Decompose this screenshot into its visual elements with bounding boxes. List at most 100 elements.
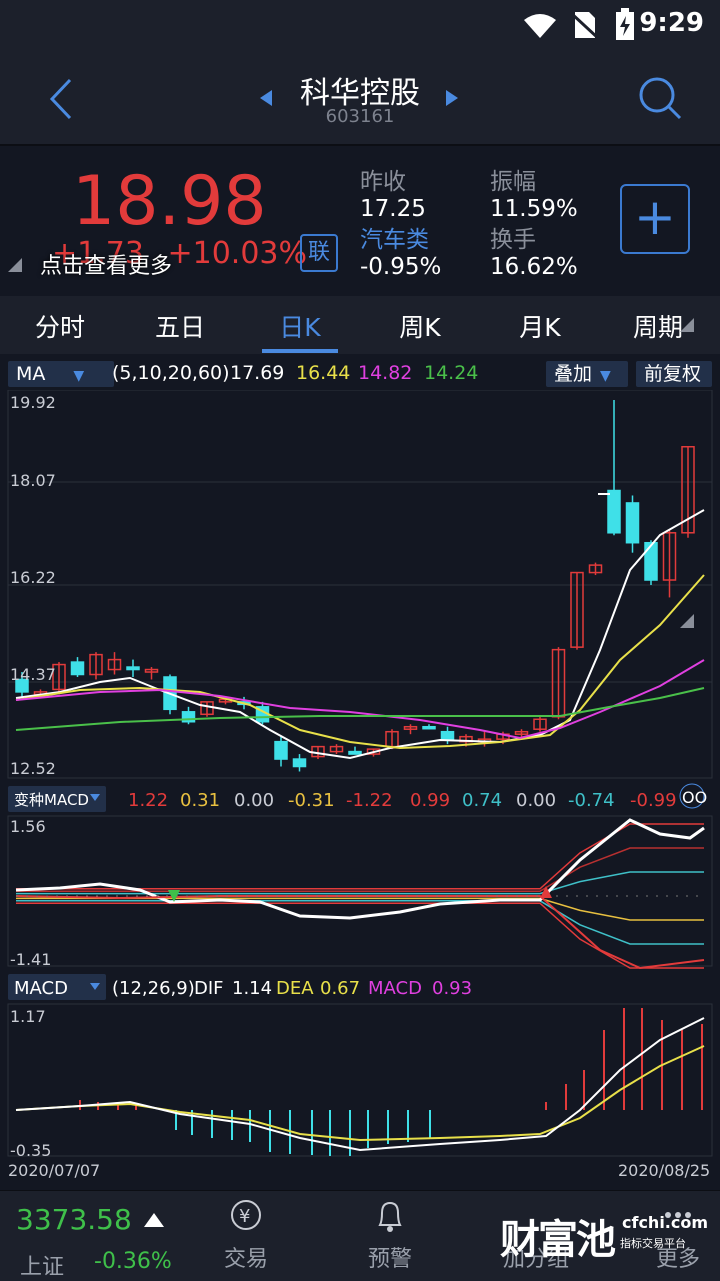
bottom-bar: 3373.58 上证 -0.36% ¥ 交易 预警 加分组 更多 财富池 cfc…	[0, 1190, 720, 1281]
search-icon[interactable]	[636, 74, 684, 122]
overlay-label: 叠加	[554, 363, 593, 385]
period-dropdown-icon[interactable]	[680, 614, 694, 628]
index-value[interactable]: 3373.58	[16, 1203, 132, 1236]
dropdown-icon	[90, 983, 100, 990]
kline-axis-min: 12.52	[10, 759, 56, 778]
stat-label: 振幅	[490, 169, 536, 195]
nav-alert[interactable]: 预警	[350, 1197, 430, 1273]
candle-body	[662, 532, 677, 581]
corner-triangle-icon	[8, 258, 22, 272]
back-icon[interactable]	[46, 78, 76, 120]
candle-body	[89, 653, 103, 676]
candle-body	[292, 758, 307, 768]
candle-body	[274, 740, 288, 760]
vmacd-value: 0.00	[516, 790, 556, 811]
candle-body	[422, 725, 436, 730]
stat-label[interactable]: 汽车类	[360, 227, 429, 253]
stat-sector[interactable]: 汽车类 -0.95%	[360, 220, 441, 280]
candle-body	[107, 658, 122, 671]
ma10-value: 16.44	[296, 362, 351, 384]
no-sim-icon	[572, 12, 598, 40]
index-percent: -0.36%	[94, 1249, 172, 1274]
candle-body	[588, 564, 603, 574]
tab-weekly-k[interactable]: 周K	[399, 313, 441, 342]
vmacd-axis-min: -1.41	[10, 950, 51, 969]
candle-body	[607, 489, 621, 534]
tab-intraday[interactable]: 分时	[34, 313, 85, 342]
view-more-tip[interactable]: 点击查看更多	[40, 254, 173, 279]
dropdown-icon	[90, 794, 100, 801]
watermark-sub: 指标交易平台	[620, 1237, 686, 1250]
chart-canvas[interactable]: 19.92 18.07 16.22 14.37 12.52 变种MACD 1.2…	[0, 390, 720, 1190]
candle-body	[70, 661, 85, 676]
last-price: 18.98	[72, 162, 267, 241]
candle-body	[181, 711, 196, 723]
stat-prev-close: 昨收 17.25	[360, 162, 426, 222]
nav-label: 交易	[223, 1247, 268, 1272]
macd-label: MACD	[368, 978, 422, 999]
nav-more[interactable]: 更多	[638, 1197, 718, 1273]
nav-add-group[interactable]: 加分组	[496, 1197, 576, 1273]
nav-trade[interactable]: ¥ 交易	[206, 1197, 286, 1273]
vmacd-band	[16, 823, 704, 890]
overlay-select[interactable]: 叠加 ▼	[546, 361, 628, 387]
vmacd-value: -0.74	[568, 790, 615, 811]
stat-value: 16.62%	[490, 254, 578, 280]
candle-body	[440, 730, 455, 740]
next-stock-icon[interactable]	[444, 88, 460, 108]
stat-turnover: 换手 16.62%	[490, 220, 578, 280]
period-tabs: 分时 五日 日K 周K 月K 周期	[0, 296, 720, 628]
dea-line	[15, 1045, 705, 1142]
vmacd-band	[16, 871, 704, 895]
stat-amplitude: 振幅 11.59%	[490, 162, 578, 222]
nav-label: 预警	[367, 1247, 412, 1272]
candle-body	[15, 678, 29, 693]
prev-stock-icon[interactable]	[258, 88, 274, 108]
ma-select[interactable]: MA ▼	[8, 361, 114, 387]
sell-signal-icon	[540, 886, 552, 898]
quote-panel[interactable]: 18.98 +1.73 +10.03% 点击查看更多 联 昨收 17.25 振幅…	[0, 146, 720, 290]
candle-body	[625, 502, 640, 544]
tab-monthly-k[interactable]: 月K	[519, 313, 561, 342]
vmacd-frame	[7, 815, 713, 967]
vmacd-value: 0.99	[410, 790, 450, 811]
kline-axis-tick: 14.37	[10, 665, 56, 684]
candle-body	[144, 668, 159, 673]
watermark-url: cfchi.com	[622, 1213, 709, 1232]
vmacd-select-label: 变种MACD	[14, 791, 89, 809]
dropdown-icon: ▼	[600, 368, 611, 384]
vmacd-band	[16, 902, 704, 969]
dif-line	[15, 1017, 705, 1152]
adjust-select[interactable]: 前复权	[636, 361, 712, 387]
vmacd-select[interactable]	[8, 786, 106, 812]
index-toggle-icon[interactable]	[144, 1213, 164, 1227]
tab-five-day[interactable]: 五日	[154, 313, 205, 342]
tab-daily-k[interactable]: 日K	[279, 313, 321, 342]
kline-axis-tick: 18.07	[10, 471, 56, 490]
candle-body	[403, 725, 418, 730]
vmacd-value: 0.31	[180, 790, 220, 811]
candle-body	[348, 750, 362, 755]
stat-value: 17.25	[360, 196, 426, 222]
candle-body	[329, 745, 344, 753]
page-title: 科华控股	[300, 76, 420, 111]
related-button[interactable]: 联	[300, 234, 338, 272]
dea-label: DEA	[276, 978, 314, 999]
active-tab-indicator	[262, 349, 338, 353]
dif-value: 1.14	[232, 978, 272, 999]
vmacd-settings-icon[interactable]	[679, 783, 705, 809]
stock-code: 603161	[325, 106, 395, 127]
macd-select[interactable]	[8, 974, 106, 1000]
vmacd-value: 0.00	[234, 790, 274, 811]
vmacd-lines	[15, 818, 705, 970]
macd-histogram-lines	[15, 1008, 705, 1156]
add-watchlist-button[interactable]: +	[620, 184, 690, 254]
vmacd-band	[16, 897, 704, 921]
stat-label: 换手	[490, 227, 536, 253]
ma-select-label: MA	[16, 363, 46, 385]
tab-period[interactable]: 周期	[632, 313, 683, 342]
wifi-icon	[524, 14, 556, 38]
index-name: 上证	[20, 1255, 65, 1280]
vmacd-value: -0.99	[630, 790, 677, 811]
kline-frame	[7, 390, 713, 779]
